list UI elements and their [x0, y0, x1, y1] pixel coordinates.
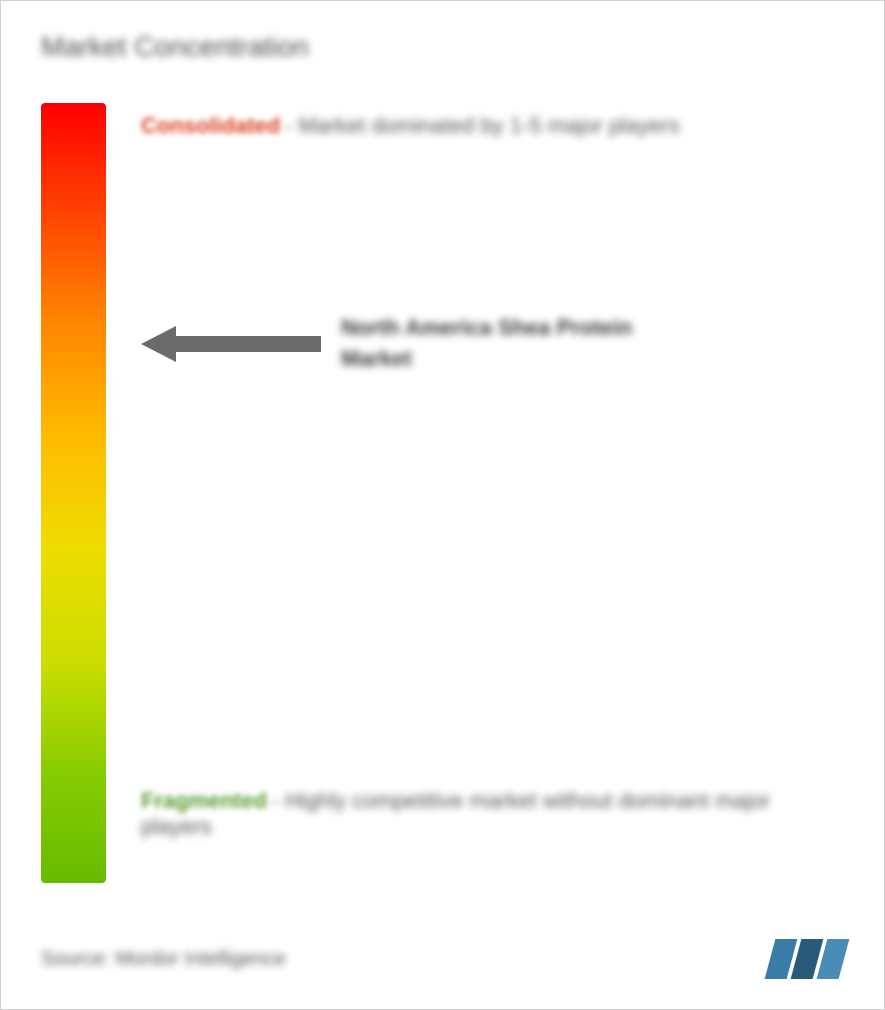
content-area: Consolidated - Market dominated by 1-5 m… — [41, 103, 844, 903]
concentration-gradient-bar — [41, 103, 106, 883]
source-text: Source: Mordor Intelligence — [41, 948, 286, 971]
consolidated-label: Consolidated — [141, 113, 280, 138]
market-name-label: North America Shea Protein Market — [341, 313, 691, 375]
consolidated-description: - Market dominated by 1-5 major players — [285, 113, 680, 138]
fragmented-section: Fragmented - Highly competitive market w… — [141, 788, 821, 848]
consolidated-section: Consolidated - Market dominated by 1-5 m… — [141, 113, 791, 139]
left-arrow-icon — [141, 326, 321, 362]
fragmented-label: Fragmented — [141, 788, 267, 813]
logo-icon — [770, 939, 844, 979]
footer: Source: Mordor Intelligence — [41, 939, 844, 979]
page-title: Market Concentration — [41, 31, 844, 63]
market-pointer-section: North America Shea Protein Market — [141, 313, 691, 375]
